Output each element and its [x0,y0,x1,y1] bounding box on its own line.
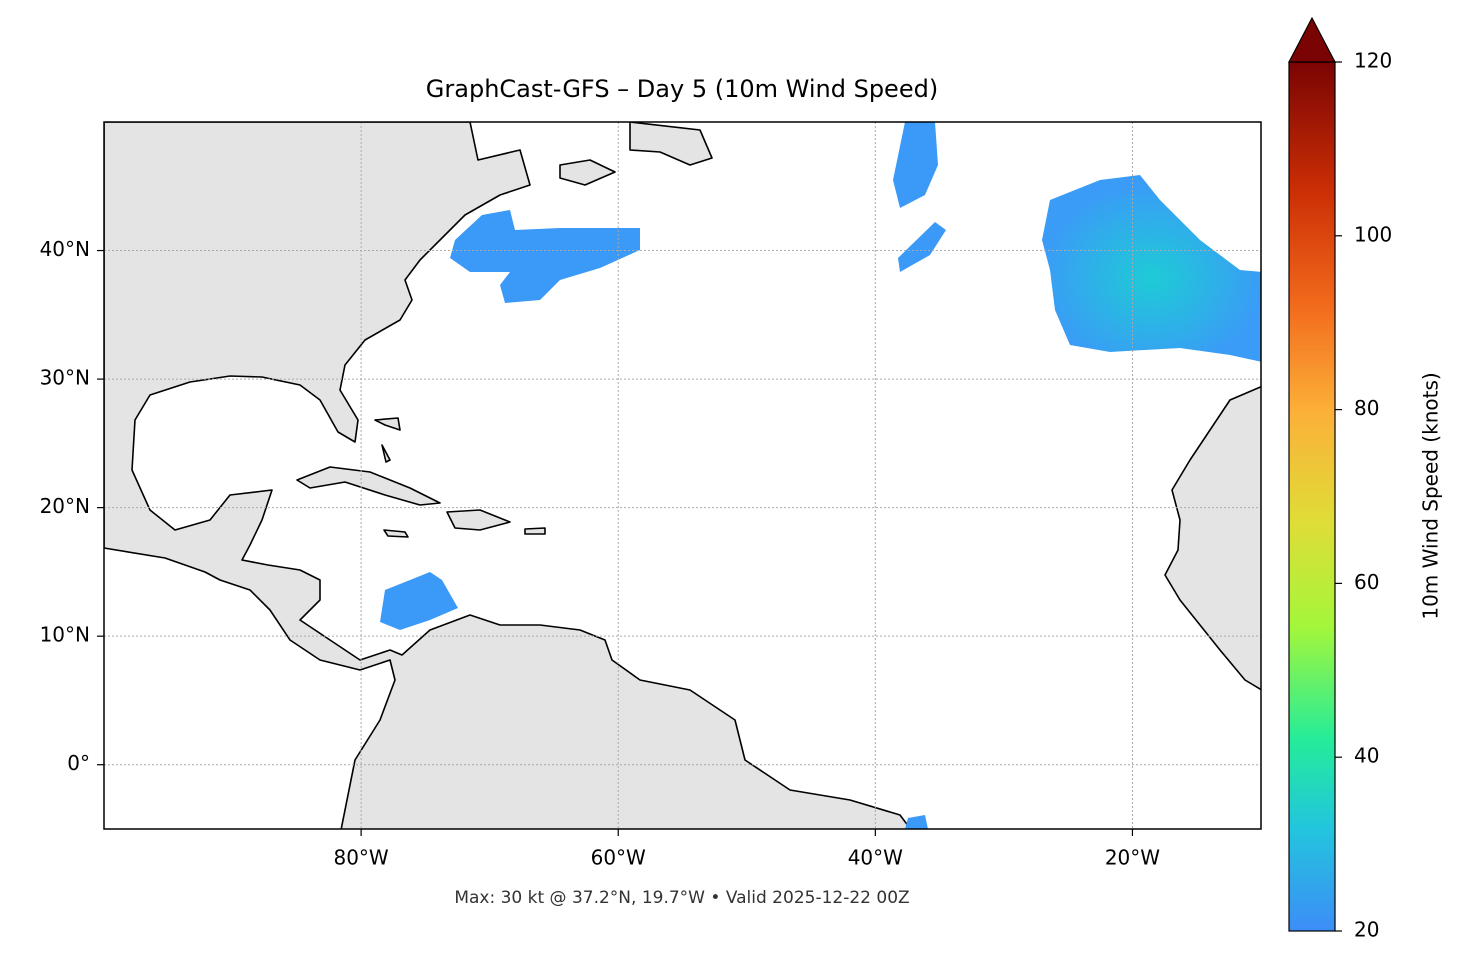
footer-note: Max: 30 kt @ 37.2°N, 19.7°W • Valid 2025… [454,888,909,908]
map-area [104,122,1261,829]
y-tick-label: 30°N [40,366,90,390]
colorbar-label: 10m Wind Speed (knots) [1419,372,1443,619]
y-tick-label: 10°N [40,623,90,647]
wind-field [450,210,640,303]
colorbar-tick-label: 120 [1354,49,1392,73]
jamaica [383,529,409,538]
bahamas [374,417,401,463]
nova-scotia [559,159,616,186]
americas [104,122,912,829]
colorbar-tick-label: 60 [1354,570,1379,594]
y-tick-label: 20°N [40,494,90,518]
x-tick-label: 20°W [1105,846,1160,870]
colorbar-extend [1288,16,1336,63]
map-frame [103,121,1262,830]
puerto-rico [524,527,546,535]
wind-field [1042,175,1261,362]
hispaniola [446,509,511,531]
colorbar-tick-label: 100 [1354,222,1392,246]
wind-field [898,222,946,272]
wind-field [380,572,458,630]
africa [1164,385,1261,691]
newfoundland [629,122,713,166]
colorbar [1288,61,1336,932]
x-tick-label: 60°W [591,846,646,870]
cuba [296,466,441,506]
y-tick-label: 0° [67,751,90,775]
wind-field [905,815,928,829]
colorbar-tick-label: 20 [1354,918,1379,942]
colorbar-tick-label: 40 [1354,744,1379,768]
y-tick-label: 40°N [40,237,90,261]
x-tick-label: 80°W [333,846,388,870]
grid [104,122,1261,829]
x-tick-label: 40°W [848,846,903,870]
chart-title: GraphCast-GFS – Day 5 (10m Wind Speed) [426,75,938,103]
colorbar-tick-label: 80 [1354,396,1379,420]
wind-field [893,122,938,208]
